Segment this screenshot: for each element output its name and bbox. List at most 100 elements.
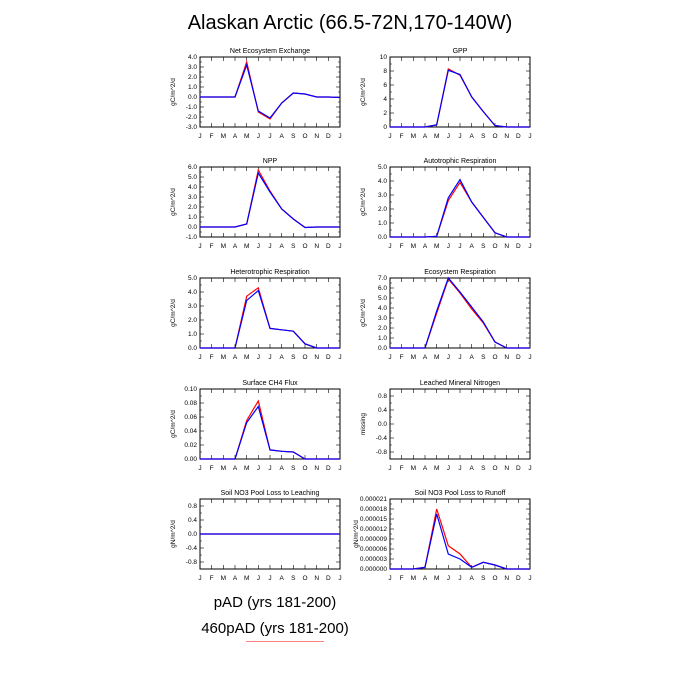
x-tick-label: J (338, 243, 341, 250)
x-tick-label: F (400, 575, 404, 582)
x-tick-label: O (302, 575, 307, 582)
x-tick-label: J (268, 575, 271, 582)
x-tick-label: J (458, 133, 461, 140)
y-tick-label: 0.0 (378, 234, 387, 241)
y-tick-label: 10 (380, 54, 388, 61)
series-line-blue (390, 178, 530, 238)
x-tick-label: S (481, 465, 486, 472)
series-line-blue (200, 289, 340, 349)
series-line-red (200, 286, 340, 349)
y-tick-label: 0.04 (184, 428, 197, 435)
y-tick-label: 4 (383, 96, 387, 103)
x-tick-label: A (423, 575, 428, 582)
x-tick-label: N (504, 133, 509, 140)
x-tick-label: N (314, 354, 319, 361)
series-line-red (390, 277, 530, 349)
series-line-blue (200, 405, 340, 460)
y-tick-label: 2.0 (188, 204, 197, 211)
y-tick-label: 0.0 (378, 345, 387, 352)
x-tick-label: M (411, 133, 416, 140)
x-tick-label: F (400, 133, 404, 140)
y-tick-label: 0.4 (188, 517, 197, 524)
chart-title: Leached Mineral Nitrogen (420, 380, 500, 387)
x-tick-label: A (279, 575, 284, 582)
x-tick-label: M (411, 243, 416, 250)
x-tick-label: J (268, 465, 271, 472)
y-tick-label: 5.0 (378, 164, 387, 171)
y-axis-label: gN/m^2/d (353, 520, 360, 548)
x-tick-label: O (302, 465, 307, 472)
x-tick-label: J (198, 133, 201, 140)
y-axis-label: missing (360, 413, 367, 435)
x-tick-label: A (233, 575, 238, 582)
x-tick-label: F (210, 465, 214, 472)
y-tick-label: 0.0 (188, 345, 197, 352)
y-tick-label: -1.0 (186, 104, 198, 111)
chart-title: Autotrophic Respiration (424, 158, 497, 165)
x-tick-label: A (279, 133, 284, 140)
y-tick-label: 4.0 (188, 54, 197, 61)
x-tick-label: M (411, 354, 416, 361)
series-line-red (200, 59, 341, 120)
x-tick-label: A (469, 575, 474, 582)
x-tick-label: D (326, 354, 331, 361)
x-tick-label: A (423, 465, 428, 472)
y-tick-label: -2.0 (186, 114, 198, 121)
chart-title: Soil NO3 Pool Loss to Leaching (221, 490, 320, 497)
y-tick-label: 0.000003 (360, 556, 387, 563)
x-tick-label: J (528, 243, 531, 250)
x-tick-label: D (516, 354, 521, 361)
x-tick-label: S (291, 243, 296, 250)
plot-frame (389, 277, 531, 349)
x-tick-label: S (291, 575, 296, 582)
x-tick-label: J (528, 133, 531, 140)
x-tick-label: F (400, 354, 404, 361)
x-tick-label: D (326, 575, 331, 582)
y-tick-label: 7.0 (378, 275, 387, 282)
x-tick-label: M (434, 133, 439, 140)
x-tick-label: O (492, 465, 497, 472)
chart-title: Net Ecosystem Exchange (230, 48, 310, 55)
series-line-red (200, 168, 340, 229)
legend-entry-2: 460pAD (yrs 181-200) (201, 620, 349, 637)
y-tick-label: 6 (383, 82, 387, 89)
series-line-red (390, 67, 530, 128)
y-axis-label: gC/m^2/d (170, 78, 177, 106)
y-tick-label: 1.0 (378, 335, 387, 342)
x-tick-label: F (210, 133, 214, 140)
x-tick-label: J (338, 354, 341, 361)
x-tick-label: S (291, 465, 296, 472)
y-tick-label: 1.0 (378, 220, 387, 227)
y-tick-label: 5.0 (378, 295, 387, 302)
y-tick-label: 0.02 (184, 442, 197, 449)
series-line-blue (390, 69, 530, 128)
x-tick-label: J (198, 354, 201, 361)
x-tick-label: M (221, 465, 226, 472)
y-tick-label: -1.0 (186, 234, 198, 241)
y-tick-label: 2.0 (188, 317, 197, 324)
x-tick-label: M (244, 133, 249, 140)
y-tick-label: 0.000021 (360, 496, 387, 503)
x-tick-label: J (447, 575, 450, 582)
x-tick-label: M (221, 133, 226, 140)
x-tick-label: O (492, 354, 497, 361)
x-tick-label: O (492, 243, 497, 250)
x-tick-label: J (338, 575, 341, 582)
x-tick-label: A (233, 354, 238, 361)
y-tick-label: 0.0 (378, 421, 387, 428)
x-tick-label: J (388, 133, 391, 140)
y-tick-label: 8 (383, 68, 387, 75)
x-tick-label: J (458, 354, 461, 361)
x-tick-label: A (233, 243, 238, 250)
x-tick-label: N (504, 465, 509, 472)
x-tick-label: M (244, 575, 249, 582)
x-tick-label: J (388, 575, 391, 582)
plot-frame (389, 388, 531, 460)
x-tick-label: A (233, 133, 238, 140)
x-tick-label: A (423, 243, 428, 250)
x-tick-label: J (447, 354, 450, 361)
plot-frame (199, 277, 341, 349)
x-tick-label: J (528, 465, 531, 472)
x-tick-label: M (411, 575, 416, 582)
x-tick-label: J (268, 354, 271, 361)
